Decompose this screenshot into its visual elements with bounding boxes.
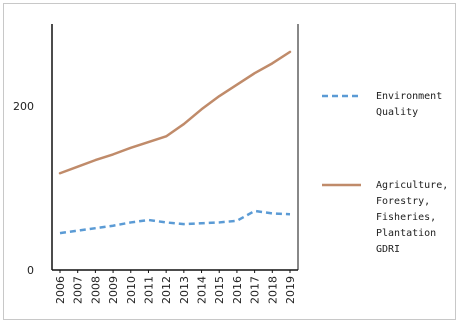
series-layer — [58, 50, 292, 235]
legend-label-1: GDRI — [376, 244, 400, 255]
y-tick-label: 200 — [13, 100, 34, 113]
x-tick-label: 2009 — [107, 276, 120, 304]
x-tick-label: 2018 — [266, 276, 279, 304]
x-tick-label: 2012 — [160, 276, 173, 304]
legend-label-1: Forestry, — [376, 196, 430, 207]
x-tick-label: 2008 — [89, 276, 102, 304]
x-tick-label: 2006 — [54, 276, 67, 304]
legend-label-1: Plantation — [376, 228, 436, 239]
legend-label-0: Environment — [376, 91, 442, 102]
x-tick-label: 2007 — [72, 276, 85, 304]
legend: Environment Quality Agriculture, Forestry, F… — [322, 91, 448, 255]
y-tick-label: 0 — [27, 264, 34, 277]
series-line-1 — [58, 50, 292, 175]
x-tick-label: 2016 — [231, 276, 244, 304]
legend-label-0: Quality — [376, 107, 418, 118]
x-tick-label: 2019 — [284, 276, 297, 304]
x-tick-label: 2017 — [249, 276, 262, 304]
x-tick-label: 2011 — [142, 276, 155, 304]
series-line-0 — [59, 209, 291, 235]
x-tick-label: 2010 — [125, 276, 138, 304]
x-tick-label: 2013 — [178, 276, 191, 304]
x-tick-label: 2015 — [213, 276, 226, 304]
chart-frame: 0 200 2006 2007 2008 2009 2010 2011 2012 2013 201… — [3, 3, 456, 320]
axes: 0 200 2006 2007 2008 2009 2010 2011 2012 2013 201… — [13, 24, 299, 304]
x-tick-label: 2014 — [196, 276, 209, 304]
line-chart: 0 200 2006 2007 2008 2009 2010 2011 2012 2013 201… — [13, 24, 448, 304]
legend-label-1: Agriculture, — [376, 180, 448, 191]
legend-label-1: Fisheries, — [376, 212, 436, 223]
